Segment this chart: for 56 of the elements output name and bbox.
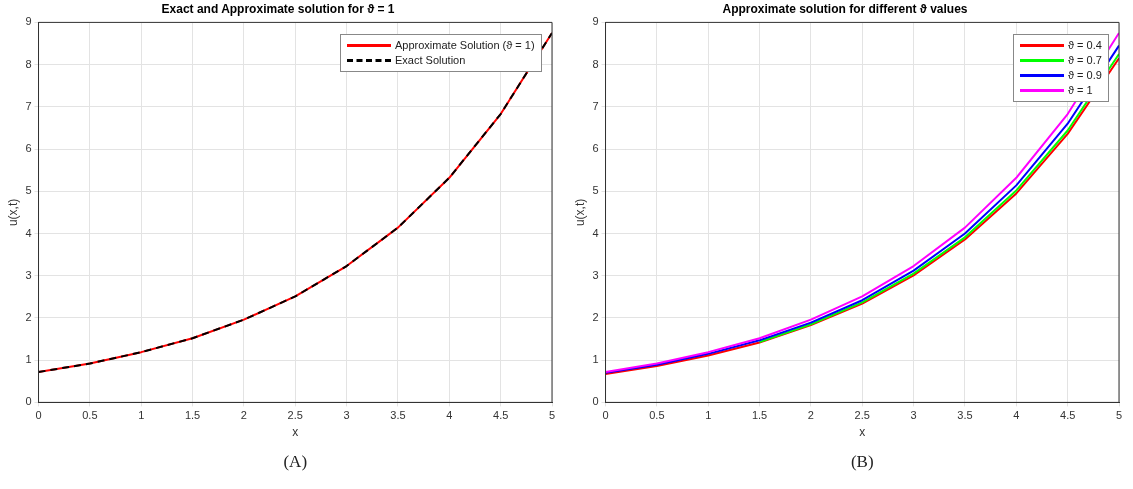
x-tick-label: 3.5: [390, 409, 406, 422]
x-tick-label: 1: [705, 409, 712, 422]
x-tick-label: 2: [807, 409, 814, 422]
legend-label: ϑ = 1: [1068, 83, 1093, 99]
legend-label: Approximate Solution (ϑ = 1): [395, 38, 535, 54]
y-tick-label: 2: [25, 310, 32, 323]
chart-title: Approximate solution for different ϑ values: [722, 1, 968, 16]
y-tick-label: 6: [25, 142, 32, 155]
chart-title: Exact and Approximate solution for ϑ = 1: [161, 1, 395, 16]
y-tick-label: 8: [592, 57, 599, 70]
x-tick-label: 0.5: [649, 409, 665, 422]
y-tick-label: 2: [592, 310, 599, 323]
x-tick-label: 2.5: [287, 409, 303, 422]
x-tick-label: 3: [910, 409, 917, 422]
x-tick-label: 2: [240, 409, 247, 422]
text: (A): [282, 452, 309, 472]
y-tick-label: 8: [25, 57, 32, 70]
x-tick-label: 0: [35, 409, 42, 422]
y-tick-label: 0: [592, 395, 599, 408]
y-tick-label: 3: [592, 268, 599, 281]
y-tick-label: 5: [592, 184, 599, 197]
x-tick-label: 1: [138, 409, 145, 422]
y-tick-label: 1: [25, 353, 32, 366]
y-tick-label: 7: [592, 99, 599, 112]
y-tick-label: 0: [25, 395, 32, 408]
x-tick-label: 5: [1115, 409, 1123, 422]
x-tick-label: 4: [446, 409, 453, 422]
y-tick-label: 9: [592, 15, 599, 28]
x-tick-label: 4.5: [1060, 409, 1076, 422]
x-tick-label: 0: [602, 409, 609, 422]
x-tick-label: 4.5: [493, 409, 509, 422]
x-tick-label: 1.5: [184, 409, 201, 422]
x-tick-label: 2.5: [854, 409, 870, 422]
legend-label: ϑ = 0.7: [1068, 53, 1102, 69]
legend-label: ϑ = 0.4: [1068, 38, 1102, 54]
x-tick-label: 0.5: [82, 409, 98, 422]
x-tick-label: 3.5: [957, 409, 973, 422]
y-tick-label: 4: [592, 226, 599, 239]
x-tick-label: 3: [343, 409, 350, 422]
y-tick-label: 4: [25, 226, 32, 239]
x-axis-title: x: [859, 425, 866, 440]
y-tick-label: 3: [25, 268, 32, 281]
text: (B): [849, 452, 875, 472]
y-tick-label: 7: [25, 99, 32, 112]
y-axis-title: u(x,t): [572, 198, 587, 227]
y-tick-label: 9: [25, 15, 32, 28]
x-tick-label: 1.5: [751, 409, 768, 422]
legend-label: Exact Solution: [395, 53, 466, 69]
x-tick-label: 5: [548, 409, 556, 422]
y-tick-label: 5: [25, 184, 32, 197]
y-axis-title: u(x,t): [5, 198, 20, 227]
legend-label: ϑ = 0.9: [1068, 68, 1102, 84]
y-tick-label: 6: [592, 142, 599, 155]
y-tick-label: 1: [592, 353, 599, 366]
x-axis-title: x: [292, 425, 299, 440]
x-tick-label: 4: [1013, 409, 1020, 422]
